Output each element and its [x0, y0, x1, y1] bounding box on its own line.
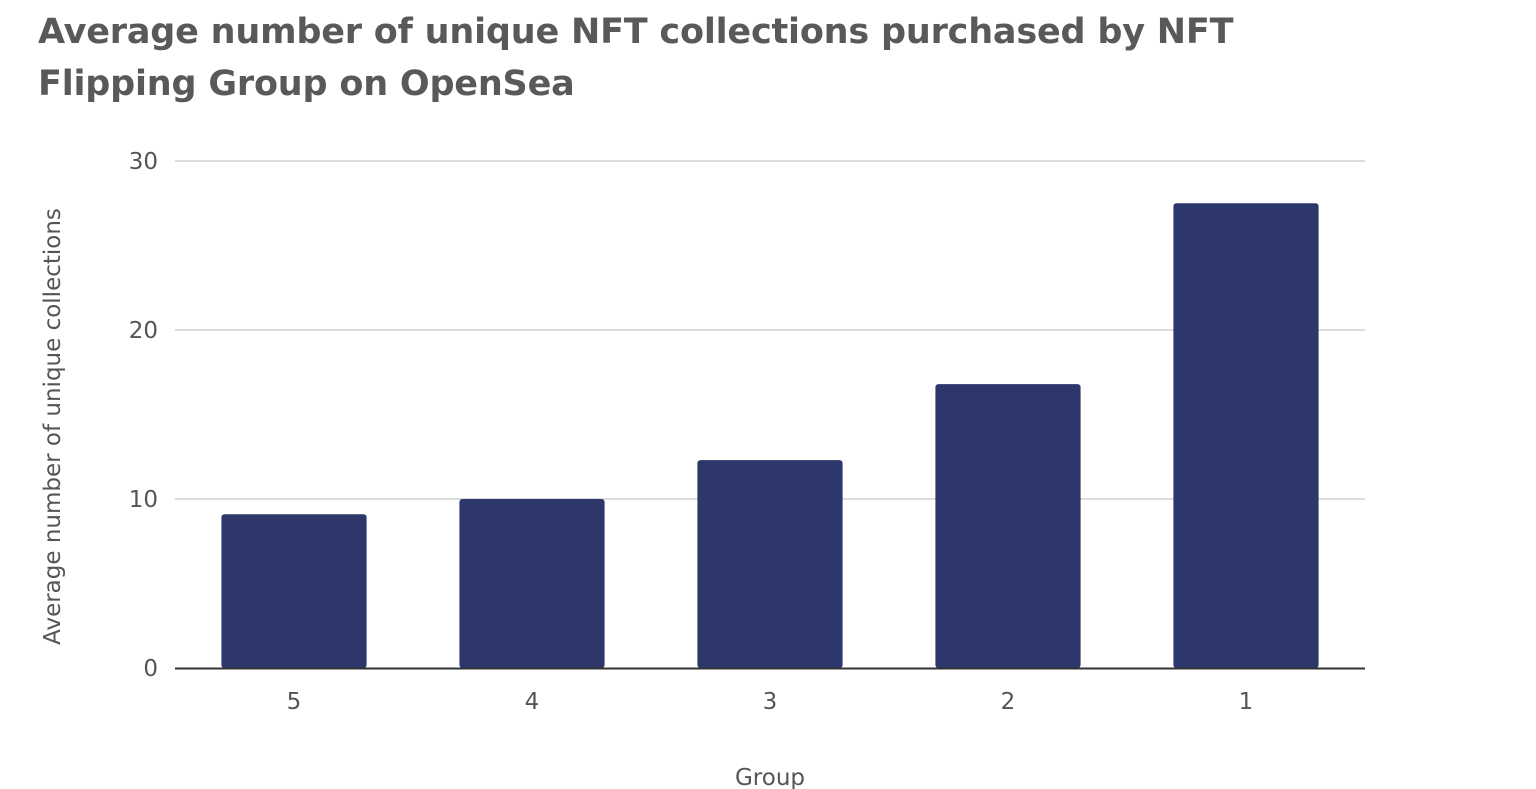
x-tick-label: 1	[1239, 689, 1254, 715]
bars	[221, 203, 1319, 668]
y-axis-title: Average number of unique collections	[40, 208, 66, 645]
x-tick-label: 5	[287, 689, 302, 715]
bar-group-3	[697, 460, 843, 668]
y-tick-labels: 0 10 20 30	[129, 149, 158, 682]
bar-group-4	[459, 499, 605, 668]
y-tick-label: 30	[129, 149, 158, 175]
y-tick-label: 10	[129, 487, 158, 513]
x-tick-label: 4	[525, 689, 540, 715]
bar-group-1	[1173, 203, 1319, 668]
chart-title: Average number of unique NFT collections…	[38, 12, 1234, 104]
x-tick-labels: 5 4 3 2 1	[287, 689, 1254, 715]
bar-group-5	[221, 514, 367, 668]
y-tick-label: 0	[143, 656, 158, 682]
y-tick-label: 20	[129, 318, 158, 344]
x-axis-title: Group	[735, 765, 805, 789]
bar-group-2	[935, 384, 1081, 668]
x-tick-label: 3	[763, 689, 778, 715]
x-tick-label: 2	[1001, 689, 1016, 715]
